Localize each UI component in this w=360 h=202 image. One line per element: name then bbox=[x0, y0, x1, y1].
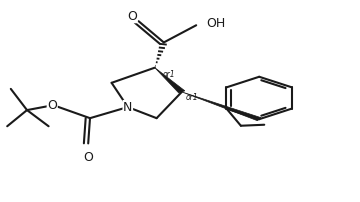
Polygon shape bbox=[182, 92, 261, 121]
Text: O: O bbox=[127, 10, 137, 23]
Text: or1: or1 bbox=[185, 93, 198, 102]
Text: O: O bbox=[83, 151, 93, 164]
Polygon shape bbox=[155, 68, 185, 93]
Text: N: N bbox=[123, 101, 132, 114]
Text: or1: or1 bbox=[163, 70, 175, 79]
Text: O: O bbox=[47, 99, 57, 112]
Text: OH: OH bbox=[206, 17, 226, 30]
